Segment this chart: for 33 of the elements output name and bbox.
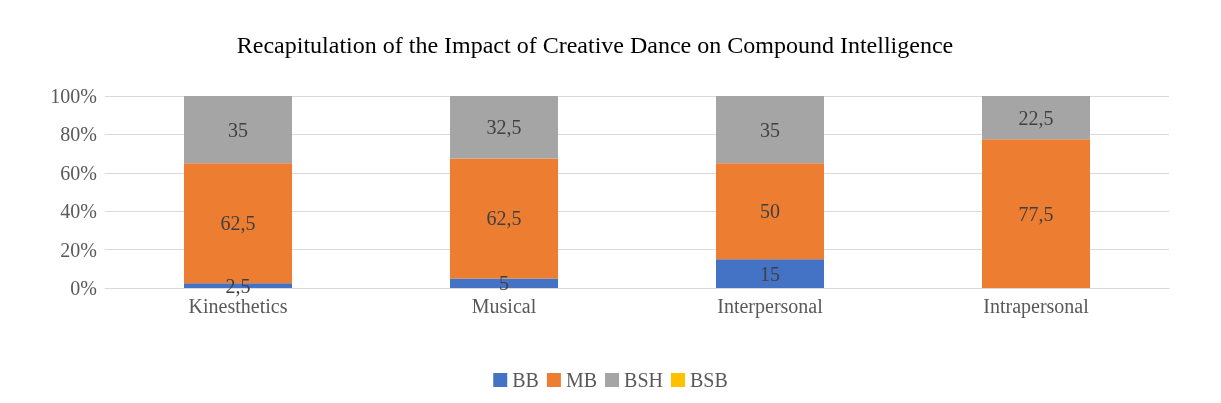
y-tick-label: 40% (60, 200, 97, 223)
data-label: 50 (760, 200, 780, 223)
bar (716, 163, 824, 260)
y-tick-label: 60% (60, 161, 97, 184)
data-label: 2,5 (225, 274, 251, 297)
legend-label: BSB (689, 369, 728, 391)
bar (184, 96, 292, 164)
x-tick-label: Kinesthetics (188, 295, 288, 317)
data-label: 35 (760, 118, 780, 141)
x-tick-label: Musical (471, 295, 537, 317)
bar (982, 96, 1090, 140)
bar (450, 96, 558, 159)
data-label: 62,5 (486, 207, 522, 230)
y-tick-label: 80% (60, 123, 97, 146)
data-label: 62,5 (220, 212, 256, 235)
y-tick-label: 20% (60, 238, 97, 261)
data-label: 15 (760, 262, 780, 285)
legend-label: BSH (624, 369, 663, 391)
y-tick-label: 0% (70, 277, 97, 299)
legend-label: MB (565, 369, 598, 391)
data-label: 77,5 (1018, 202, 1054, 225)
legend-label: BB (512, 369, 539, 391)
x-tick-label: Intrapersonal (983, 295, 1090, 318)
data-label: 32,5 (486, 116, 522, 139)
chart-title: Recapitulation of the Impact of Creative Dance on Compound Intelligence (236, 32, 954, 58)
x-tick-label: Interpersonal (717, 295, 824, 318)
bar (982, 139, 1090, 288)
y-tick-label: 100% (50, 85, 97, 107)
bar (716, 96, 824, 164)
bar (716, 259, 824, 288)
data-label: 35 (228, 118, 248, 141)
data-label: 22,5 (1018, 106, 1054, 129)
bar (450, 278, 558, 288)
